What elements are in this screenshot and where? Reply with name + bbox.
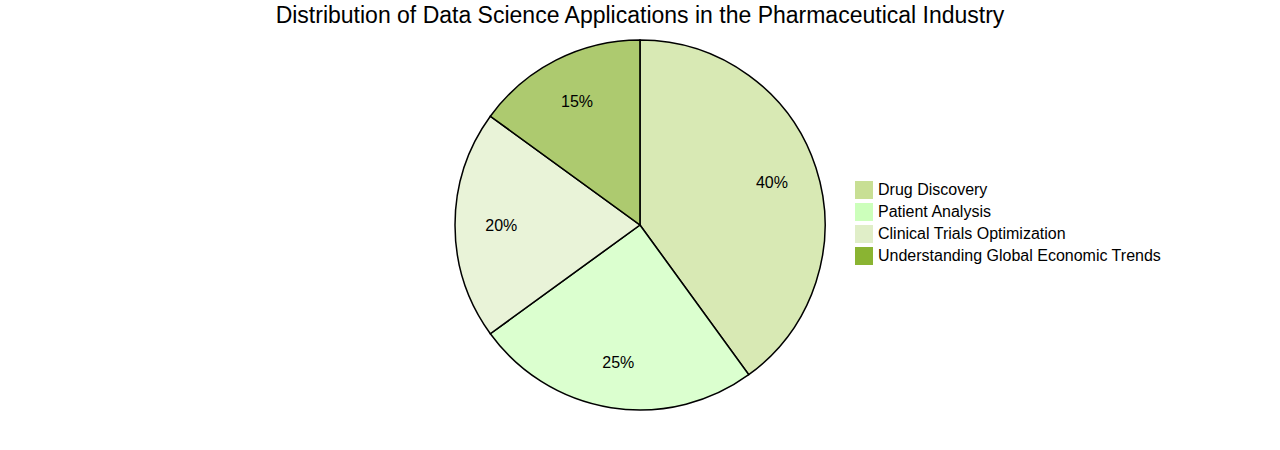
svg-text:25%: 25% [602,354,634,371]
svg-text:15%: 15% [561,93,593,110]
svg-text:20%: 20% [485,217,517,234]
html-text:Patient Analysis: Patient Analysis [878,203,991,220]
html-text:Distribution of Data Science A: Distribution of Data Science Application… [275,2,1005,28]
html-text:Clinical Trials Optimization: Clinical Trials Optimization [878,225,1066,242]
html-text:Understanding Global Economic: Understanding Global Economic Trends [878,247,1161,264]
svg-text:40%: 40% [756,174,788,191]
html-text:Drug Discovery: Drug Discovery [878,181,988,198]
